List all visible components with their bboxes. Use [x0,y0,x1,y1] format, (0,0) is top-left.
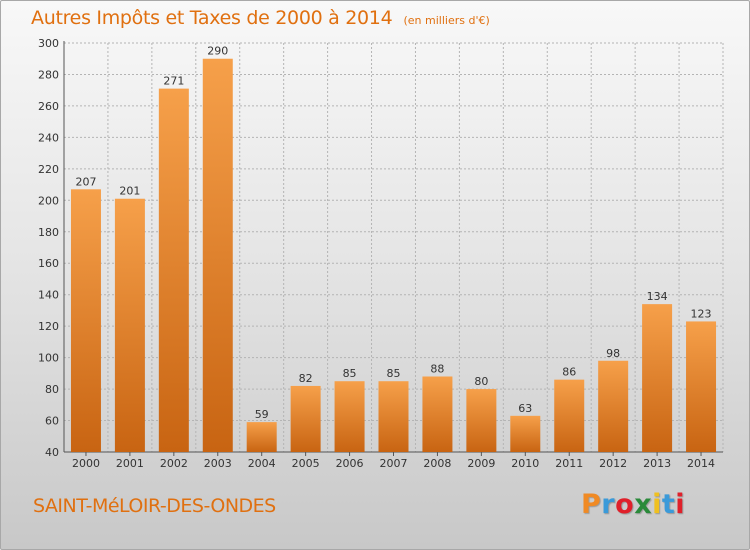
bar [642,304,673,452]
x-tick-label: 2014 [687,457,715,470]
value-labels: 207 201 271 290 59 82 85 85 88 80 63 86 98 134 123 [75,45,711,421]
logo-letter: i [652,489,662,520]
x-tick-label: 2008 [423,457,451,470]
x-tick-label: 2000 [72,457,100,470]
logo-letter: r [601,489,616,520]
y-tick-label: 80 [45,383,59,396]
y-tick-label: 240 [38,131,59,144]
value-label: 207 [75,175,96,188]
x-tick-label: 2009 [467,457,495,470]
value-label: 63 [518,402,532,415]
value-label: 85 [387,367,401,380]
bar [290,385,321,452]
value-label: 201 [119,185,140,198]
x-tick-label: 2013 [643,457,671,470]
value-label: 82 [299,372,313,385]
bar [70,189,101,453]
value-label: 271 [163,75,184,88]
value-label: 88 [430,362,444,375]
bars [70,58,717,453]
x-tick-label: 2011 [555,457,583,470]
bar [246,422,277,452]
y-tick-label: 140 [38,289,59,302]
value-label: 134 [647,290,668,303]
logo-letter: t [661,489,676,520]
bar [114,198,145,452]
logo-letter: P [581,489,602,520]
bar [598,360,629,452]
bar [334,381,365,452]
chart-title-text: Autres Impôts et Taxes de 2000 à 2014 [31,7,393,29]
y-tick-labels: 40 60 80 100 120 140 160 180 200 220 240 260 280 300 [38,37,59,459]
chart-title: Autres Impôts et Taxes de 2000 à 2014 (e… [31,7,490,29]
y-tick-label: 180 [38,226,59,239]
x-tick-labels: 2000 2001 2002 2003 2004 2005 2006 2007 2008 2009… [72,457,715,470]
logo-letter: i [675,489,686,520]
bar [422,376,453,452]
x-tick-label: 2001 [116,457,144,470]
x-tick-label: 2005 [292,457,320,470]
x-tick-label: 2002 [160,457,188,470]
bar [466,389,497,452]
y-tick-label: 280 [38,68,59,81]
value-label: 290 [207,45,228,58]
y-tick-label: 260 [38,100,59,113]
x-tick-label: 2012 [599,457,627,470]
x-tick-label: 2007 [380,457,408,470]
y-tick-label: 300 [38,37,59,50]
value-label: 98 [606,347,620,360]
logo-letter: x [634,489,653,520]
bar [158,88,189,452]
chart-unit-label: (en milliers d'€) [403,14,490,27]
x-tick-label: 2003 [204,457,232,470]
bar [202,58,233,452]
y-tick-label: 100 [38,352,59,365]
value-label: 85 [343,367,357,380]
commune-name: SAINT-MéLOIR-DES-ONDES [33,495,276,517]
bar [510,415,541,452]
y-tick-label: 160 [38,257,59,270]
value-label: 59 [255,408,269,421]
x-tick-label: 2004 [248,457,276,470]
value-label: 123 [691,307,712,320]
y-tick-label: 200 [38,194,59,207]
logo-letter: o [615,489,635,520]
x-tick-label: 2006 [336,457,364,470]
bar [378,381,409,452]
bar [554,379,585,452]
bar [686,321,717,452]
y-tick-label: 60 [45,415,59,428]
y-tick-label: 120 [38,320,59,333]
x-tick-label: 2010 [511,457,539,470]
y-tick-label: 220 [38,163,59,176]
value-label: 80 [474,375,488,388]
y-tick-label: 40 [45,446,59,459]
proxiti-logo[interactable]: Proxiti [581,489,685,520]
value-label: 86 [562,366,576,379]
